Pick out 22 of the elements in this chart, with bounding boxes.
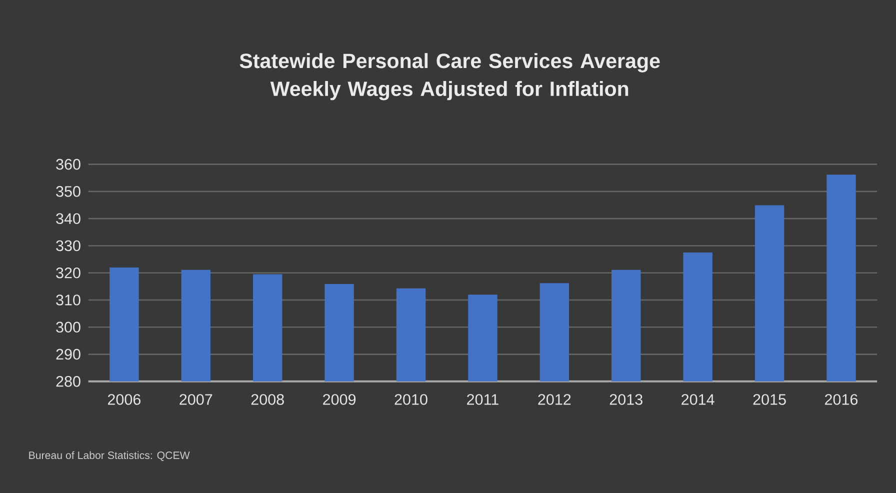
x-tick-label: 2007 — [180, 394, 212, 405]
text: Bureau of Labor Statistics: QCEW — [29, 451, 190, 461]
x-tick-label: 2015 — [753, 394, 786, 405]
y-tick-label: 330 — [56, 240, 80, 252]
x-tick-label: 2006 — [108, 394, 140, 405]
x-tick-label: 2008 — [251, 394, 284, 405]
y-tick-label: 360 — [56, 158, 80, 170]
chart-title: Statewide Personal Care Services Average Weekly Wages Adjusted for Inflation — [240, 53, 660, 100]
x-tick-label: 2012 — [538, 394, 571, 405]
x-tick-label: 2013 — [610, 394, 642, 405]
x-tick-label: 2010 — [394, 394, 428, 405]
y-tick-label: 340 — [56, 213, 80, 224]
x-tick-label: 2011 — [467, 394, 498, 405]
y-tick-label: 290 — [56, 348, 80, 360]
x-tick-label: 2014 — [682, 394, 714, 405]
y-tick-label: 350 — [56, 186, 80, 197]
y-tick-label: 310 — [56, 294, 80, 306]
y-tick-label: 300 — [56, 322, 80, 333]
x-tick-label: 2016 — [825, 394, 858, 405]
y-tick-label: 280 — [56, 376, 80, 387]
x-tick-label: 2009 — [323, 394, 356, 405]
y-tick-label: 320 — [56, 267, 80, 278]
